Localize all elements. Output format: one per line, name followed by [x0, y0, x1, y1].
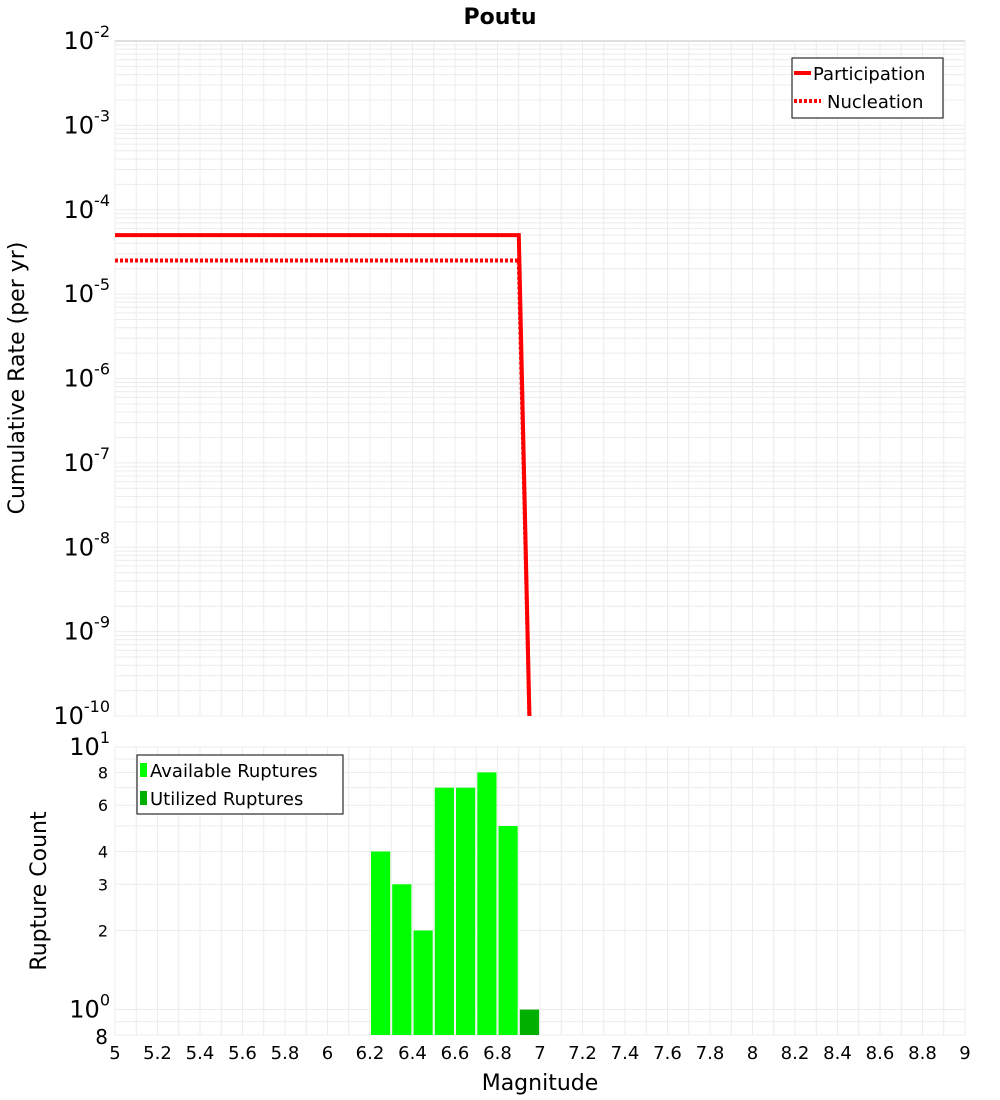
rate-y-tick-label: 10-2 — [64, 22, 111, 55]
legend-nucleation-label: Nucleation — [827, 92, 923, 113]
count-y-tick-label: 2 — [98, 922, 108, 941]
x-tick-label: 8 — [747, 1043, 758, 1064]
rate-y-ticks: 10-2 10-3 10-4 10-5 10-6 10-7 10-8 10-9 10-10 — [53, 22, 110, 730]
legend-utilized-label: Utilized Ruptures — [150, 789, 303, 810]
x-tick-label: 8.2 — [781, 1043, 810, 1064]
x-tick-label: 8.6 — [866, 1043, 895, 1064]
rate-legend-box — [791, 57, 944, 119]
rate-y-tick-label: 10-10 — [53, 697, 110, 730]
x-tick-label: 8.8 — [908, 1043, 937, 1064]
count-x-ticks: 5 5.2 5.4 5.6 5.8 6 6.2 6.4 6.6 6.8 7 7.2 7.4 7.6 7.8 8… — [109, 1043, 970, 1064]
count-y-tick-label: 8 — [98, 763, 108, 782]
rate-legend: Participation Nucleation — [791, 57, 944, 119]
rate-y-tick-label: 10-8 — [64, 528, 111, 561]
x-tick-label: 6.6 — [441, 1043, 470, 1064]
bar-available-ruptures — [498, 826, 518, 1035]
rate-y-tick-label: 10-6 — [64, 360, 111, 393]
x-tick-label: 5 — [109, 1043, 120, 1064]
count-y-tick-label: 101 — [69, 728, 110, 761]
count-legend-box — [136, 754, 344, 815]
x-axis-label: Magnitude — [482, 1071, 599, 1096]
x-tick-label: 6 — [322, 1043, 333, 1064]
rate-y-tick-label: 10-7 — [64, 444, 111, 477]
count-y-tick-label: 8 — [95, 1025, 108, 1049]
bar-available-ruptures — [477, 772, 497, 1035]
chart-title: Poutu — [463, 5, 536, 30]
legend-utilized-swatch — [140, 791, 147, 805]
bar-available-ruptures — [434, 787, 454, 1035]
rate-y-axis-label: Cumulative Rate (per yr) — [5, 242, 30, 515]
count-y-tick-label: 6 — [98, 796, 108, 815]
count-y-axis-label: Rupture Count — [27, 811, 52, 971]
x-tick-label: 7.6 — [653, 1043, 682, 1064]
x-tick-label: 8.4 — [823, 1043, 852, 1064]
bar-available-ruptures — [456, 787, 476, 1035]
count-y-tick-label: 100 — [69, 991, 110, 1024]
rate-y-tick-label: 10-4 — [64, 191, 111, 224]
series-line-participation — [115, 233, 532, 717]
legend-participation-label: Participation — [813, 64, 925, 85]
bar-available-ruptures — [392, 884, 412, 1035]
bar-available-ruptures — [413, 930, 433, 1035]
count-bars — [371, 772, 540, 1035]
rate-y-tick-label: 10-5 — [64, 275, 111, 308]
x-tick-label: 9 — [959, 1043, 970, 1064]
bar-utilized-ruptures — [519, 1009, 540, 1035]
count-y-tick-label: 3 — [98, 875, 108, 894]
rate-plot: 10-2 10-3 10-4 10-5 10-6 10-7 10-8 10-9 10-10 Cu… — [5, 22, 966, 730]
legend-available-swatch — [140, 763, 147, 777]
x-tick-label: 5.2 — [143, 1043, 172, 1064]
count-legend: Available Ruptures Utilized Ruptures — [136, 754, 344, 815]
bar-available-ruptures — [371, 851, 391, 1035]
x-tick-label: 7.2 — [568, 1043, 597, 1064]
legend-available-label: Available Ruptures — [150, 761, 318, 782]
x-tick-label: 6.4 — [398, 1043, 427, 1064]
rate-y-tick-label: 10-9 — [64, 613, 111, 646]
series-line-nucleation — [115, 258, 532, 717]
x-tick-label: 7.8 — [696, 1043, 725, 1064]
x-tick-label: 6.8 — [483, 1043, 512, 1064]
rate-y-tick-label: 10-3 — [64, 106, 111, 139]
x-tick-label: 5.8 — [271, 1043, 300, 1064]
rate-series — [115, 233, 532, 717]
x-tick-label: 7.4 — [611, 1043, 640, 1064]
x-tick-label: 5.4 — [186, 1043, 215, 1064]
x-tick-label: 7 — [534, 1043, 545, 1064]
rate-gridlines — [114, 41, 966, 717]
x-tick-label: 6.2 — [356, 1043, 385, 1064]
x-tick-label: 5.6 — [228, 1043, 257, 1064]
count-y-tick-label: 4 — [98, 842, 108, 861]
